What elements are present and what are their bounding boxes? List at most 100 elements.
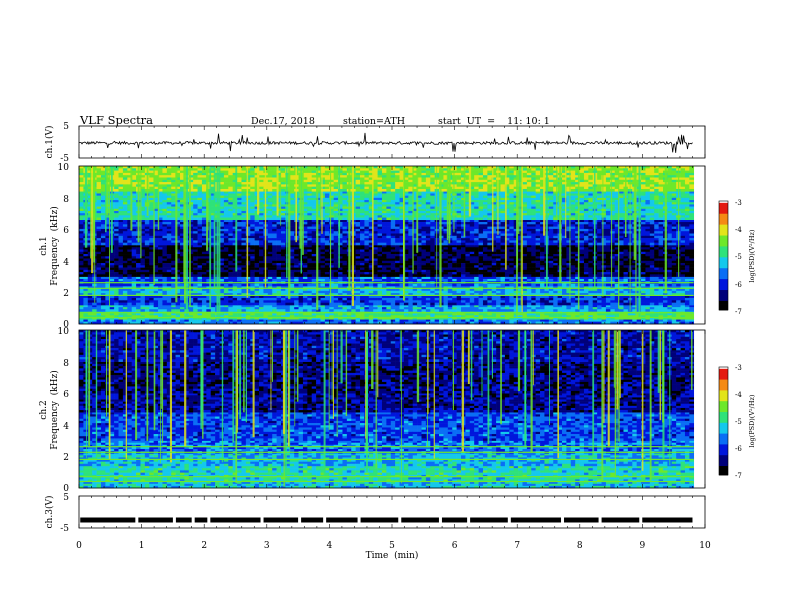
ch1-spec-cell: [360, 297, 365, 301]
ch1-spec-cell: [408, 269, 414, 273]
ch1-spec-cell: [311, 256, 317, 259]
ch1-spec-cell: [667, 249, 673, 253]
ch1-spec-cell: [456, 290, 462, 294]
ch1-spec-cell: [553, 256, 558, 259]
ch1-spec-cell: [197, 249, 203, 253]
ch1-spec-cell: [588, 307, 594, 310]
ch1-spec-cell: [259, 288, 264, 292]
ch1-spec-cell: [140, 278, 146, 282]
ch1-spec-cell: [175, 315, 181, 318]
ch1-spec-cell: [496, 321, 501, 325]
ch1-spec-cell: [219, 295, 225, 299]
ch1-spec-cell: [166, 245, 172, 248]
ch1-spec-cell: [513, 297, 519, 301]
ch1-spec-cell: [548, 297, 554, 301]
ch1-spec-cell: [280, 321, 286, 325]
ch1-spec-cell: [245, 260, 251, 264]
ch1-spec-cell: [465, 309, 471, 312]
ch1-spec-cell: [105, 313, 111, 316]
ch1-spec-cell: [237, 309, 242, 312]
ch1-spec-cell: [496, 256, 501, 259]
ch1-spec-cell: [443, 286, 449, 289]
ch1-spec-cell: [360, 258, 365, 262]
ch1-spec-cell: [307, 247, 313, 250]
ch1-spec-cell: [522, 305, 528, 308]
ch1-spec-cell: [452, 300, 457, 303]
ch1-spec-cell: [280, 307, 286, 310]
ch1-spec-cell: [276, 265, 282, 268]
ch1-spec-cell: [456, 260, 462, 264]
ch1-spec-cell: [320, 307, 326, 310]
ch1-spec-cell: [188, 263, 194, 266]
ch1-spec-cell: [118, 319, 124, 322]
ch1-spec-cell: [623, 276, 629, 280]
ch1-spec-cell: [285, 247, 291, 250]
ch1-spec-cell: [412, 283, 418, 287]
ch1-spec-cell: [298, 288, 304, 292]
ch1-spec-cell: [417, 272, 422, 275]
ch1-spec-cell: [276, 274, 282, 277]
ch1-spec-cell: [443, 219, 449, 223]
ch1-spec-cell: [131, 263, 137, 266]
ch1-spec-cell: [320, 265, 326, 268]
ch1-spec-cell: [307, 251, 313, 255]
ch1-spec-cell: [267, 265, 273, 268]
ch1-spec-cell: [114, 251, 119, 255]
ch1-spec-cell: [526, 288, 532, 292]
ch1-spec-cell: [333, 254, 339, 257]
ch1-spec-cell: [381, 260, 387, 264]
ch1-spec-cell: [329, 260, 334, 264]
ch1-spec-cell: [684, 286, 690, 289]
ch1-spec-cell: [548, 245, 554, 248]
ch1-spec-cell: [320, 247, 326, 250]
ch1-spec-cell: [223, 290, 229, 294]
ch1-spec-cell: [417, 265, 422, 268]
ch1-spec-cell: [487, 295, 493, 299]
ch1-spec-cell: [412, 307, 418, 310]
ch1-spec-cell: [689, 260, 695, 264]
ch1-spec-cell: [109, 295, 115, 299]
ch1-spec-cell: [614, 288, 620, 292]
ch1-spec-cell: [316, 263, 321, 266]
ch1-spec-cell: [219, 315, 225, 318]
ch1-spec-cell: [105, 321, 111, 325]
ch1-spec-cell: [245, 256, 251, 259]
ch1-spec-cell: [619, 283, 624, 287]
ch1-spec-cell: [83, 276, 89, 280]
ch1-spec-cell: [641, 265, 646, 268]
ch1-spec-cell: [614, 247, 620, 250]
ch1-spec-cell: [153, 274, 159, 277]
ch1-spec-cell: [421, 300, 427, 303]
ch1-spec-cell: [544, 300, 550, 303]
ch1-spec-cell: [579, 283, 585, 287]
ch1-spec-cell: [535, 295, 541, 299]
ch1-spec-cell: [114, 319, 119, 322]
ch1-spec-cell: [206, 317, 212, 320]
ch1-spec-cell: [412, 267, 418, 271]
ch1-spec-cell: [491, 307, 497, 310]
ch1-spec-cell: [478, 305, 484, 308]
ch1-spec-cell: [443, 267, 449, 271]
ch1-spec-cell: [540, 256, 545, 259]
ch1-spec-cell: [232, 307, 238, 310]
ch1-spec-cell: [368, 256, 374, 259]
ch1-spec-cell: [289, 295, 295, 299]
ch1-spec-cell: [100, 315, 106, 318]
ch1-spec-cell: [461, 272, 466, 275]
ch1-spec-cell: [342, 288, 348, 292]
ch1-spec-cell: [381, 295, 387, 299]
ch1-spec-cell: [254, 254, 260, 257]
ch1-spec-cell: [500, 265, 506, 268]
ch1-spec-cell: [671, 269, 677, 273]
ch1-spec-cell: [381, 290, 387, 294]
ch1-spec-cell: [469, 297, 475, 301]
ch1-spec-cell: [465, 293, 471, 296]
ch1-spec-cell: [87, 265, 93, 268]
ch1-spec-cell: [250, 219, 255, 223]
ch1-spec-cell: [601, 313, 607, 316]
ch1-spec-cell: [355, 263, 361, 266]
ch1-spec-cell: [158, 254, 163, 257]
ch1-spec-cell: [162, 245, 168, 248]
ch1-spec-cell: [311, 260, 317, 264]
ch1-spec-cell: [206, 319, 212, 322]
